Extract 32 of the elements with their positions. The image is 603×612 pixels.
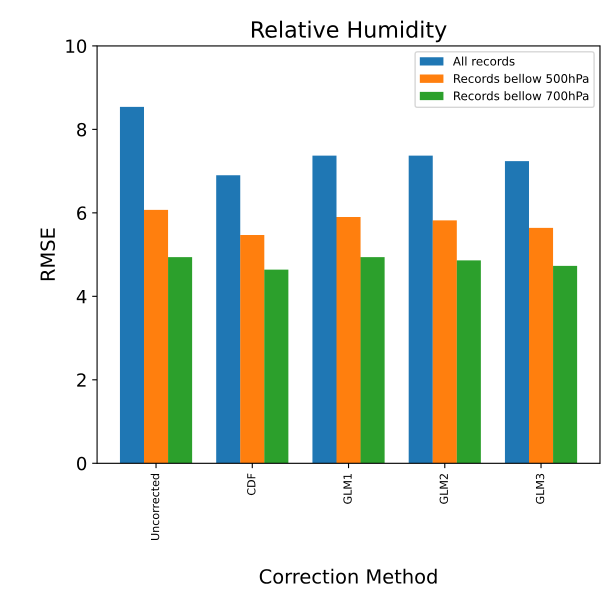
bar xyxy=(216,175,240,464)
bar xyxy=(336,217,361,464)
bar xyxy=(408,156,433,464)
x-axis-title: Correction Method xyxy=(260,568,437,584)
y-tick-label: 0 xyxy=(77,456,86,470)
y-tick-label: 2 xyxy=(77,373,86,387)
bar xyxy=(168,257,192,464)
bar xyxy=(120,106,144,464)
y-tick-label: 10 xyxy=(66,39,86,54)
bar xyxy=(312,156,337,464)
y-tick-label: 6 xyxy=(77,206,86,220)
y-tick-label: 4 xyxy=(76,290,86,304)
bar xyxy=(360,257,385,464)
x-tick-label: GLM3 xyxy=(536,474,544,504)
bar xyxy=(456,260,481,464)
chart-title: Relative Humidity xyxy=(252,20,447,42)
bar xyxy=(553,266,578,464)
legend-label: All records xyxy=(452,56,515,66)
legend-label: Records bellow 700hPa xyxy=(454,91,588,100)
bar xyxy=(432,220,457,464)
y-axis-title: RMSE xyxy=(40,228,56,280)
x-tick-label: Uncorrected xyxy=(150,474,160,540)
x-tick-label: GLM2 xyxy=(440,474,448,504)
bar xyxy=(264,270,288,464)
bar xyxy=(240,234,264,464)
bar xyxy=(504,161,529,464)
x-tick-label: GLM1 xyxy=(343,474,352,504)
bar xyxy=(144,210,168,464)
x-tick-label: CDF xyxy=(247,474,256,496)
y-tick-label: 8 xyxy=(77,122,86,136)
legend-label: Records bellow 500hPa xyxy=(454,74,588,83)
bar xyxy=(529,228,554,464)
